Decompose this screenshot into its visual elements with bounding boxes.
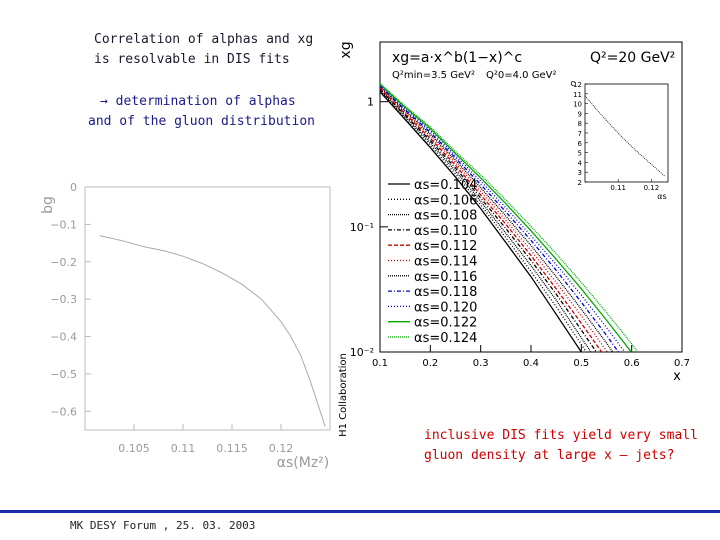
legend-label-8: αs=0.120	[414, 300, 477, 315]
left-ytick-label-4: −0.4	[50, 331, 77, 344]
series-9-line	[380, 83, 633, 352]
note-correlation-line1: Correlation of alphas and xg	[94, 32, 314, 47]
inset-ylabel: c	[571, 79, 576, 89]
series-2-line	[380, 89, 592, 352]
inset-ytick-label-3: 5	[578, 150, 582, 158]
right-ytick-label-0: 1	[367, 96, 374, 109]
right-xlabel: x	[673, 369, 681, 384]
left-ylabel: bg	[40, 196, 56, 214]
arrow-right-icon: →	[100, 94, 108, 109]
inset-ytick-label-0: 2	[578, 179, 582, 187]
legend-label-4: αs=0.112	[414, 239, 477, 254]
note-conclusion-line1: inclusive DIS fits yield very small	[424, 428, 698, 443]
left-ytick-label-3: −0.3	[50, 293, 77, 306]
right-ytick-label-1: 10⁻¹	[350, 221, 374, 234]
left-xtick-label-2: 0.115	[216, 442, 248, 455]
q20-label: Q²0=4.0 GeV²	[486, 70, 556, 81]
note-determination: → determination of alphas and of the glu…	[88, 92, 315, 132]
legend-label-7: αs=0.118	[414, 285, 477, 300]
left-ytick-label-0: 0	[70, 181, 77, 194]
note-correlation-line2: is resolvable in DIS fits	[94, 52, 290, 67]
right-xtick-label-0: 0.1	[372, 358, 388, 369]
series-7-line	[380, 85, 620, 352]
note-determination-text1: determination of alphas	[115, 94, 296, 109]
inset-ytick-label-8: 10	[573, 101, 582, 109]
collaboration-label: H1 Collaboration	[338, 353, 349, 437]
inset-frame	[584, 83, 669, 183]
legend-label-9: αs=0.122	[414, 316, 477, 331]
left-xtick-label-1: 0.11	[171, 442, 196, 455]
note-correlation: Correlation of alphas and xg is resolvab…	[94, 30, 313, 70]
right-xtick-label-5: 0.6	[624, 358, 640, 369]
inset-ytick-label-4: 6	[578, 140, 583, 148]
note-determination-line2: and of the gluon distribution	[88, 114, 315, 129]
series-3-line	[380, 88, 598, 352]
q2min-label: Q²min=3.5 GeV²	[392, 70, 475, 81]
footer-text: MK DESY Forum , 25. 03. 2003	[70, 519, 256, 532]
inset-ytick-label-9: 11	[573, 91, 582, 99]
inset-xtick-label-1: 0.12	[644, 184, 660, 192]
inset-ytick-label-10: 12	[573, 81, 582, 89]
inset-curve	[584, 95, 665, 177]
legend-label-5: αs=0.114	[414, 255, 477, 270]
inset-ytick-label-2: 4	[578, 159, 583, 167]
legend-label-6: αs=0.116	[414, 270, 477, 285]
right-xtick-label-3: 0.4	[523, 358, 539, 369]
inset-xlabel: αs	[657, 192, 666, 201]
series-6-line	[380, 86, 614, 352]
note-determination-line1: → determination of alphas	[88, 92, 315, 112]
left-xtick-label-3: 0.12	[269, 442, 294, 455]
left-curve	[99, 235, 326, 427]
right-ytick-label-2: 10⁻²	[350, 346, 374, 359]
note-conclusion-line2: gluon density at large x – jets?	[424, 448, 675, 463]
formula-label: xg=a·x^b(1−x)^c	[392, 50, 522, 66]
q2-label: Q²=20 GeV²	[590, 50, 675, 66]
series-8-line	[380, 84, 626, 352]
left-ytick-label-1: −0.1	[50, 218, 77, 231]
inset-ytick-label-1: 3	[578, 169, 582, 177]
left-ytick-label-2: −0.2	[50, 256, 77, 269]
legend-label-10: αs=0.124	[414, 331, 477, 346]
legend-label-0: αs=0.104	[414, 178, 477, 193]
series-0-line	[380, 91, 583, 352]
inset-ytick-label-6: 8	[578, 120, 582, 128]
inset-xtick-label-0: 0.11	[610, 184, 626, 192]
legend-label-3: αs=0.110	[414, 224, 477, 239]
right-xtick-label-1: 0.2	[422, 358, 438, 369]
left-xlabel: αs(Mz²)	[277, 455, 330, 471]
left-ytick-label-5: −0.5	[50, 368, 77, 381]
right-ylabel: xg	[338, 41, 354, 58]
left-xtick-label-0: 0.105	[118, 442, 150, 455]
left-ytick-label-6: −0.6	[50, 405, 77, 418]
left-plot-frame	[84, 186, 331, 431]
right-xtick-label-6: 0.7	[674, 358, 690, 369]
inset-ytick-label-5: 7	[578, 130, 582, 138]
note-conclusion: inclusive DIS fits yield very small gluo…	[424, 426, 698, 466]
footer-bar	[0, 510, 720, 513]
legend-label-2: αs=0.108	[414, 209, 477, 224]
legend-label-1: αs=0.106	[414, 193, 477, 208]
inset-ytick-label-7: 9	[578, 110, 582, 118]
right-xtick-label-4: 0.5	[573, 358, 589, 369]
right-xtick-label-2: 0.3	[473, 358, 489, 369]
series-4-line	[380, 87, 603, 352]
